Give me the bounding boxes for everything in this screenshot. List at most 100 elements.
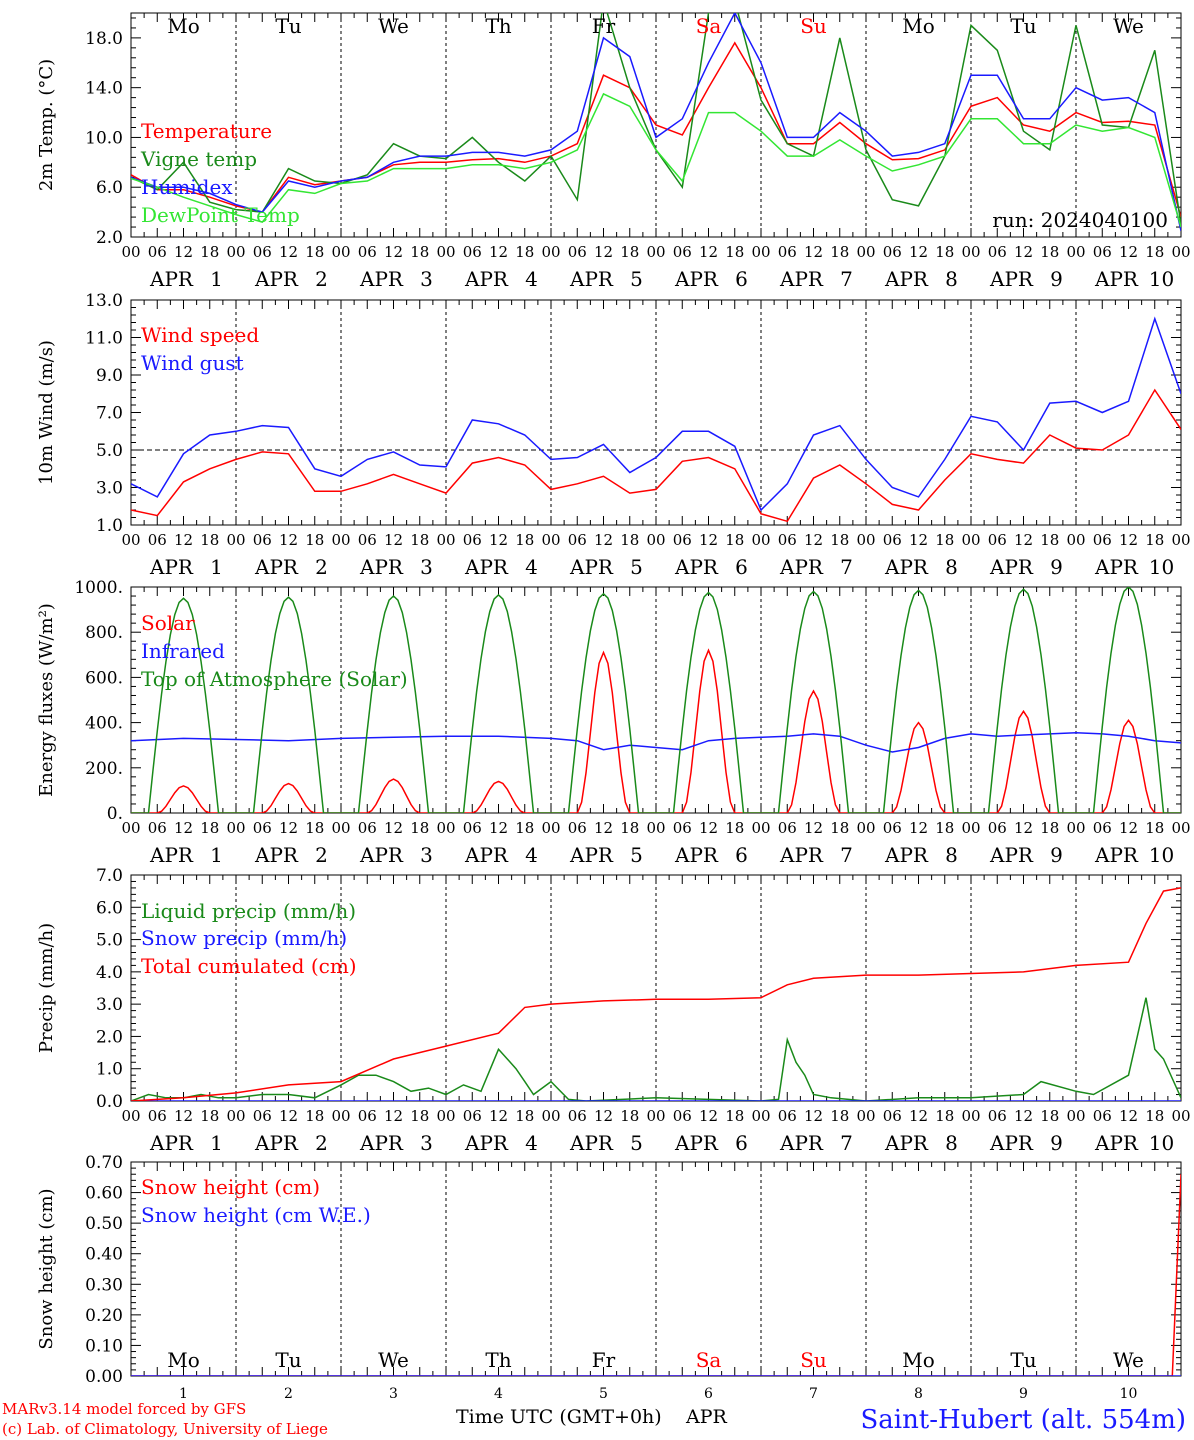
- panel4-date-month: APR: [779, 1131, 824, 1155]
- panel4-hour-label: 00: [961, 1107, 980, 1125]
- panel1-hour-label: 12: [384, 243, 403, 261]
- panel1-hour-label: 12: [909, 243, 928, 261]
- panel4-ytick-label: 7.0: [96, 866, 123, 886]
- panel1-ylabel: 2m Temp. (°C): [36, 59, 57, 191]
- panel2-date-day: 9: [1050, 555, 1063, 579]
- panel4-date-month: APR: [989, 1131, 1034, 1155]
- panel2-hour-label: 12: [699, 531, 718, 549]
- panel1-legend-entry: Temperature: [141, 119, 272, 143]
- panel1-date-day: 1: [210, 267, 223, 291]
- panel1-hour-label: 06: [253, 243, 272, 261]
- panel5-weekday: Fr: [592, 1348, 616, 1372]
- panel4-hour-label: 18: [1145, 1107, 1164, 1125]
- station-label: Saint-Hubert (alt. 554m): [860, 1405, 1186, 1435]
- panel1-hour-label: 18: [515, 243, 534, 261]
- panel4-hour-label: 18: [620, 1107, 639, 1125]
- panel2-hour-label: 12: [1014, 531, 1033, 549]
- panel3-ytick-label: 800.: [85, 623, 123, 643]
- panel4-date-month: APR: [254, 1131, 299, 1155]
- panel2-legend-entry: Wind speed: [141, 323, 259, 347]
- panel4-hour-label: 18: [935, 1107, 954, 1125]
- panel3-ytick-label: 400.: [85, 714, 123, 734]
- panel2-legend-entry: Wind gust: [141, 351, 244, 375]
- panel4-hour-label: 12: [909, 1107, 928, 1125]
- panel2-hour-label: 18: [1040, 531, 1059, 549]
- panel4-hour-label: 18: [830, 1107, 849, 1125]
- panel3-hour-label: 18: [830, 819, 849, 837]
- panel2-hour-label: 18: [200, 531, 219, 549]
- panel4-hour-label: 00: [226, 1107, 245, 1125]
- panel1-weekday: Su: [800, 14, 827, 38]
- panel5-ytick-label: 0.30: [85, 1275, 123, 1295]
- panel1-weekday: We: [1113, 14, 1144, 38]
- panel5-ytick-label: 0.60: [85, 1184, 123, 1204]
- panel1-hour-label: 18: [830, 243, 849, 261]
- panel1-hour-label: 06: [778, 243, 797, 261]
- panel1-date-month: APR: [149, 267, 194, 291]
- panel4-date-day: 7: [840, 1131, 853, 1155]
- panel3-hour-label: 00: [961, 819, 980, 837]
- panel4-ytick-label: 1.0: [96, 1060, 123, 1080]
- panel2-hour-label: 00: [961, 531, 980, 549]
- panel3-hour-label: 06: [568, 819, 587, 837]
- panel1-hour-label: 06: [673, 243, 692, 261]
- panel5-series-line: [131, 1174, 1181, 1376]
- panel4-hour-label: 12: [594, 1107, 613, 1125]
- panel1-weekday: Fr: [592, 14, 616, 38]
- panel2-hour-label: 00: [436, 531, 455, 549]
- panel4-hour-label: 00: [856, 1107, 875, 1125]
- panel1-hour-label: 12: [174, 243, 193, 261]
- panel4-ytick-label: 0.0: [96, 1092, 123, 1112]
- panel3-date-day: 4: [525, 843, 538, 867]
- panel3-hour-label: 06: [673, 819, 692, 837]
- panel4-hour-label: 12: [699, 1107, 718, 1125]
- panel2-hour-label: 00: [121, 531, 140, 549]
- panel1-weekday: Th: [485, 14, 511, 38]
- panel5-weekday: We: [1113, 1348, 1144, 1372]
- footer-xlabel: Time UTC (GMT+0h): [456, 1406, 662, 1428]
- panel3-hour-label: 12: [1119, 819, 1138, 837]
- panel1-hour-label: 18: [200, 243, 219, 261]
- panel1-date-month: APR: [674, 267, 719, 291]
- panel4-hour-label: 12: [279, 1107, 298, 1125]
- panel2-ytick-label: 9.0: [96, 366, 123, 386]
- panel4-hour-label: 12: [1014, 1107, 1033, 1125]
- panel1-ytick-label: 2.0: [96, 228, 123, 248]
- panel1-hour-label: 18: [410, 243, 429, 261]
- panel1-series-line: [131, 13, 1181, 231]
- panel3-hour-label: 00: [226, 819, 245, 837]
- panel1-date-day: 8: [945, 267, 958, 291]
- panel3-hour-label: 00: [541, 819, 560, 837]
- panel2-hour-label: 06: [463, 531, 482, 549]
- panel4-hour-label: 18: [1040, 1107, 1059, 1125]
- panel5-ytick-label: 0.40: [85, 1245, 123, 1265]
- panel4-date-day: 4: [525, 1131, 538, 1155]
- panel1-hour-label: 06: [988, 243, 1007, 261]
- panel4-series-line: [131, 887, 1181, 1101]
- panel4-hour-label: 06: [568, 1107, 587, 1125]
- panel3-date-day: 10: [1149, 843, 1174, 867]
- panel3-date-day: 7: [840, 843, 853, 867]
- panel4-hour-label: 00: [751, 1107, 770, 1125]
- panel2-date-month: APR: [779, 555, 824, 579]
- panel3-hour-label: 12: [1014, 819, 1033, 837]
- panel4-ylabel: Precip (mm/h): [36, 923, 57, 1053]
- footer-model: MARv3.14 model forced by GFS: [2, 1400, 246, 1418]
- panel5-weekday: Tu: [1010, 1348, 1036, 1372]
- panel1-ytick-label: 18.0: [85, 29, 123, 49]
- panel2-ytick-label: 7.0: [96, 404, 123, 424]
- panel4-date-month: APR: [149, 1131, 194, 1155]
- panel1-date-month: APR: [569, 267, 614, 291]
- panel3-date-day: 9: [1050, 843, 1063, 867]
- panel2-ytick-label: 13.0: [85, 291, 123, 311]
- panel4-hour-label: 12: [384, 1107, 403, 1125]
- panel3-hour-label: 18: [410, 819, 429, 837]
- panel3-date-day: 2: [315, 843, 328, 867]
- panel5-day-number: 1: [179, 1386, 188, 1402]
- panel3-date-day: 1: [210, 843, 223, 867]
- panel3-hour-label: 00: [1171, 819, 1190, 837]
- panel3-legend-entry: Top of Atmosphere (Solar): [141, 667, 408, 691]
- panel2-hour-label: 18: [410, 531, 429, 549]
- panel4-legend-entry: Snow precip (mm/h): [141, 926, 347, 950]
- panel1-hour-label: 00: [121, 243, 140, 261]
